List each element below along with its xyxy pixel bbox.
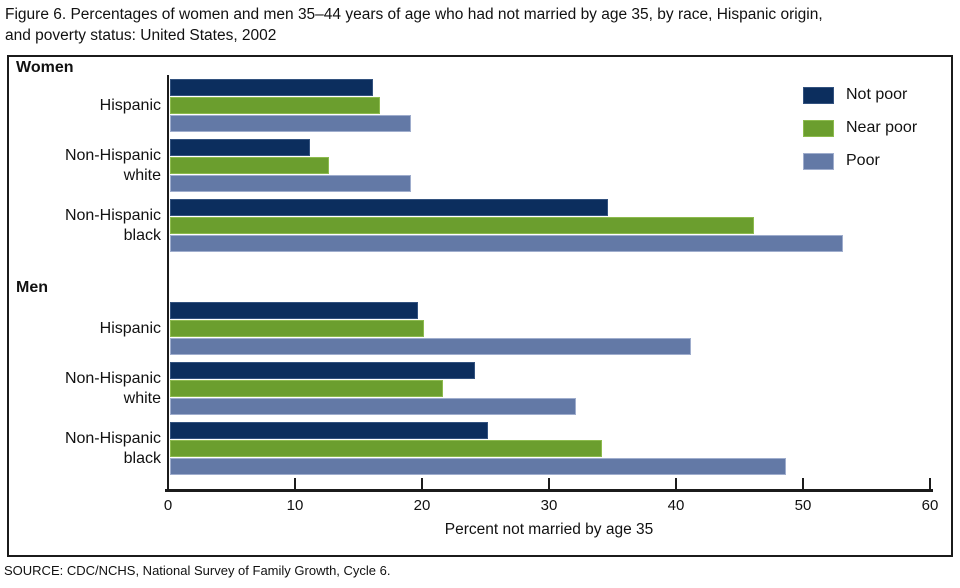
legend-item: Not poor: [803, 85, 907, 105]
section-label-women: Women: [16, 59, 74, 76]
x-axis-title: Percent not married by age 35: [444, 521, 654, 538]
bar-not-poor: [170, 362, 475, 379]
legend-label: Near poor: [846, 119, 918, 136]
x-axis-tick: [294, 478, 296, 489]
bar-near-poor: [170, 97, 380, 114]
x-axis-tick-label: 0: [163, 497, 173, 514]
legend-label: Not poor: [846, 86, 908, 103]
x-axis-tick-label: 10: [286, 497, 304, 514]
x-axis-tick-label: 20: [413, 497, 431, 514]
figure-title: Figure 6. Percentages of women and men 3…: [5, 4, 955, 46]
bar-poor: [170, 235, 844, 252]
bar-poor: [170, 175, 412, 192]
x-axis-tick-label: 60: [921, 497, 939, 514]
bar-poor: [170, 458, 786, 475]
bar-poor: [170, 115, 412, 132]
bar-not-poor: [170, 139, 310, 156]
legend-swatch-poor: [803, 152, 834, 170]
bar-poor: [170, 338, 691, 355]
source-note: SOURCE: CDC/NCHS, National Survey of Fam…: [4, 563, 391, 578]
legend-label: Poor: [846, 152, 880, 169]
bar-near-poor: [170, 440, 602, 457]
legend-item: Near poor: [803, 118, 917, 138]
category-label: Non-Hispanic white: [64, 146, 161, 184]
y-axis-line: [167, 75, 169, 492]
figure-title-line2: and poverty status: United States, 2002: [5, 27, 277, 44]
x-axis-tick: [421, 478, 423, 489]
legend-item: Poor: [803, 151, 880, 171]
category-label: Hispanic: [99, 319, 161, 337]
x-axis-tick-label: 40: [667, 497, 685, 514]
bar-near-poor: [170, 157, 329, 174]
bar-near-poor: [170, 380, 444, 397]
x-axis-line: [165, 489, 933, 492]
x-axis-tick-label: 30: [540, 497, 558, 514]
x-axis-tick: [548, 478, 550, 489]
chart-frame: 0 10 20 30 40 50 60 Women Hispanic Non-Hispanic w…: [7, 55, 953, 557]
bar-not-poor: [170, 199, 609, 216]
bar-poor: [170, 398, 577, 415]
bar-not-poor: [170, 302, 418, 319]
section-label-men: Men: [16, 279, 48, 296]
category-label: Non-Hispanic black: [64, 206, 161, 244]
x-axis-tick: [675, 478, 677, 489]
bar-not-poor: [170, 79, 374, 96]
bar-near-poor: [170, 217, 755, 234]
x-axis-tick: [929, 478, 931, 489]
bar-near-poor: [170, 320, 424, 337]
category-label: Hispanic: [99, 96, 161, 114]
category-label: Non-Hispanic white: [64, 369, 161, 407]
x-axis-tick-label: 50: [794, 497, 812, 514]
plot-area: 0 10 20 30 40 50 60 Women Hispanic Non-Hispanic w…: [9, 57, 951, 555]
figure-title-line1: Figure 6. Percentages of women and men 3…: [5, 6, 823, 23]
legend-swatch-near-poor: [803, 119, 834, 137]
category-label: Non-Hispanic black: [64, 429, 161, 467]
bar-not-poor: [170, 422, 488, 439]
x-axis-tick: [802, 478, 804, 489]
legend-swatch-not-poor: [803, 86, 834, 104]
